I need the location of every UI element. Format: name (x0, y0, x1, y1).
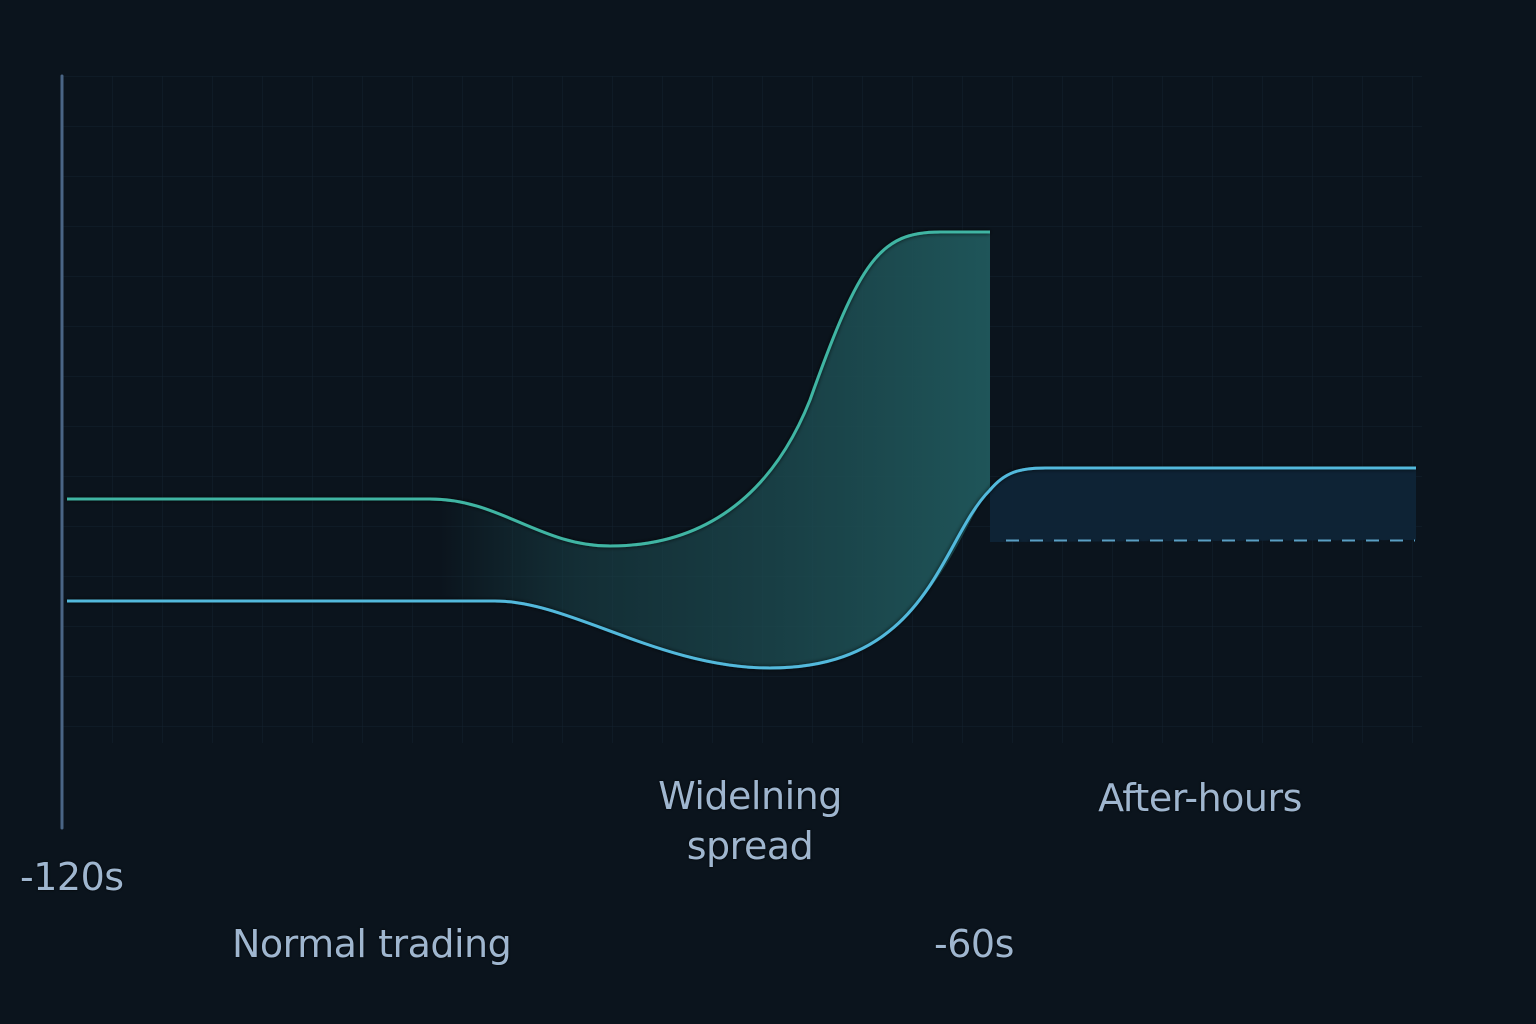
tick-label-minus-120s: -120s (20, 855, 124, 899)
widening-label-line1: Widelning (658, 774, 842, 818)
widening-label-line2: spread (686, 824, 814, 869)
region-label-normal-trading: Normal trading (232, 922, 512, 966)
region-label-after-hours: After-hours (1098, 776, 1302, 820)
tick-label-minus-60s: -60s (934, 922, 1014, 966)
bid-level-dashed (1005, 538, 1416, 543)
spread-fill (67, 232, 990, 668)
after-hours-fill (990, 468, 1416, 542)
ask-line (67, 230, 990, 548)
bid-line (67, 466, 1416, 670)
region-label-widening-spread: Widelning spread (630, 771, 870, 871)
